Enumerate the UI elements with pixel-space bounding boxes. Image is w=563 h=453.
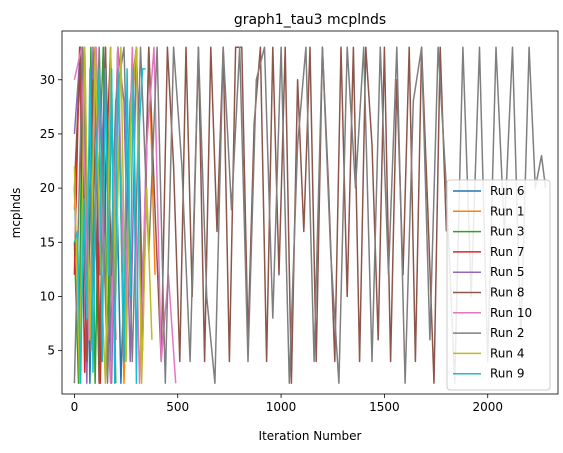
y-axis: 5 10 15 20 25 30 — [40, 73, 62, 358]
legend: Run 6 Run 1 Run 3 Run 7 Run 5 Run 8 Run 10 Run … — [446, 179, 551, 391]
y-tick-label: 30 — [40, 73, 55, 87]
axes-frame — [61, 30, 559, 395]
legend-label: Run 7 — [490, 245, 524, 259]
legend-label: Run 4 — [490, 346, 524, 360]
x-axis-label: Iteration Number — [259, 429, 362, 443]
y-tick-label: 15 — [40, 235, 55, 249]
x-tick-label: 0 — [71, 400, 79, 414]
chart-title: graph1_tau3 mcplnds — [234, 12, 386, 28]
y-tick-label: 20 — [40, 181, 55, 195]
x-tick-label: 500 — [166, 400, 189, 414]
legend-box — [446, 179, 551, 391]
legend-label: Run 2 — [490, 326, 524, 340]
legend-label: Run 5 — [490, 265, 524, 279]
legend-label: Run 10 — [490, 306, 532, 320]
x-tick-label: 1000 — [266, 400, 297, 414]
legend-label: Run 3 — [490, 225, 524, 239]
x-tick-label: 2000 — [472, 400, 503, 414]
x-tick-label: 1500 — [369, 400, 400, 414]
x-axis: 0 500 1000 1500 2000 — [71, 394, 503, 414]
legend-label: Run 1 — [490, 204, 524, 218]
series-line-10 — [73, 68, 146, 384]
y-tick-label: 10 — [40, 289, 55, 303]
y-tick-label: 25 — [40, 127, 55, 141]
legend-label: Run 9 — [490, 367, 524, 381]
plot-area — [73, 46, 547, 384]
legend-label: Run 6 — [490, 184, 524, 198]
y-axis-label: mcplnds — [9, 188, 23, 239]
y-tick-label: 5 — [47, 344, 55, 358]
legend-label: Run 8 — [490, 286, 524, 300]
